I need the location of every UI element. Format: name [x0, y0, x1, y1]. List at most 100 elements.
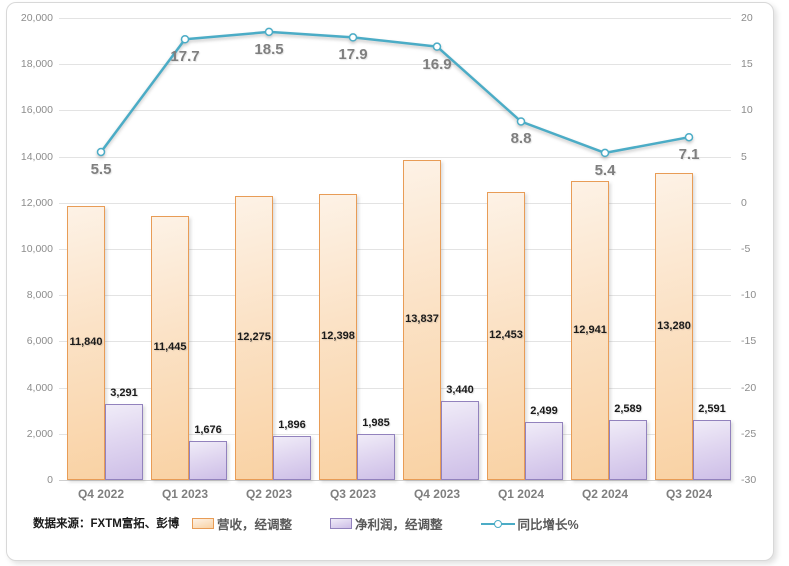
left-axis-tick: 2,000: [26, 427, 53, 440]
gridline: [59, 387, 731, 389]
profit-bar: [357, 434, 395, 480]
legend-label-revenue: 营收，经调整: [217, 518, 293, 532]
gridline: [59, 249, 731, 250]
profit-bar-value-label: 3,291: [110, 387, 138, 399]
revenue-bar: [235, 196, 273, 480]
right-axis-tick: -15: [741, 335, 757, 348]
profit-bar: [609, 420, 647, 480]
gridline: [59, 18, 731, 19]
profit-bar: [189, 441, 227, 480]
right-axis-tick: -10: [741, 289, 757, 302]
left-axis-tick: 0: [47, 474, 53, 486]
left-axis-tick: 20,000: [20, 12, 53, 24]
profit-bar-value-label: 2,499: [530, 405, 558, 417]
profit-bar: [105, 404, 143, 480]
revenue-bar: [403, 160, 441, 480]
revenue-bar-value-label: 13,280: [657, 319, 691, 332]
gridline: [59, 433, 731, 435]
profit-bar: [273, 436, 311, 480]
source-note: 数据来源：FXTM富拓、彭博: [33, 518, 180, 530]
growth-point-marker: [432, 42, 442, 51]
growth-point-marker: [264, 27, 274, 37]
growth-value-label: 7.1: [678, 146, 700, 164]
revenue-bar: [655, 173, 693, 480]
legend-label-growth: 同比增长%: [517, 518, 579, 532]
x-axis-category-label: Q1 2024: [497, 487, 545, 501]
gridline: [59, 480, 731, 481]
legend-item-profit: 净利润，经调整: [330, 514, 443, 533]
legend-item-revenue: 营收，经调整: [192, 514, 292, 533]
growth-value-label: 17.7: [170, 48, 200, 66]
right-axis-tick: 10: [741, 104, 753, 117]
profit-bar-value-label: 1,676: [194, 424, 222, 436]
revenue-bar-value-label: 11,445: [153, 341, 187, 353]
revenue-bar-value-label: 13,837: [405, 313, 439, 325]
left-axis-tick: 14,000: [20, 150, 53, 163]
revenue-bar-value-label: 12,453: [489, 329, 523, 341]
growth-value-label: 5.5: [90, 160, 112, 178]
revenue-bar: [571, 181, 609, 480]
right-axis-tick: -30: [741, 474, 757, 486]
footer-row: 数据来源：FXTM富拓、彭博 营收，经调整 净利润，经调整 同比增长%: [7, 511, 773, 541]
x-axis-category-label: Q2 2023: [245, 487, 293, 501]
left-axis-tick: 12,000: [20, 196, 53, 209]
left-axis-tick: 4,000: [26, 381, 53, 394]
growth-point-marker: [348, 33, 358, 42]
gridline: [59, 295, 731, 297]
growth-value-label: 5.4: [594, 161, 616, 179]
left-axis-tick: 18,000: [20, 58, 53, 71]
revenue-swatch-icon: [192, 518, 214, 529]
legend-item-growth: 同比增长%: [480, 514, 579, 533]
growth-value-label: 17.9: [338, 46, 368, 64]
left-axis-tick: 6,000: [26, 335, 53, 348]
growth-value-label: 8.8: [510, 130, 532, 148]
left-axis-tick: 10,000: [20, 243, 53, 255]
revenue-bar: [319, 194, 357, 480]
profit-swatch-icon: [330, 518, 353, 529]
plot-area: 11,840 11,445 12,275 12,398 13,837 12,453 12,9…: [59, 18, 731, 481]
gridline: [59, 110, 731, 112]
x-axis-category-label: Q4 2023: [413, 487, 461, 501]
x-axis-category-label: Q4 2022: [77, 487, 125, 501]
profit-bar: [693, 420, 731, 480]
growth-point-marker: [600, 148, 610, 158]
profit-bar-value-label: 2,589: [614, 403, 642, 415]
revenue-bar: [67, 206, 105, 480]
right-axis-tick: 20: [741, 12, 753, 24]
growth-point-marker: [516, 117, 526, 126]
profit-bar-value-label: 2,591: [698, 403, 726, 415]
revenue-bar-value-label: 12,941: [573, 323, 607, 336]
growth-point-marker: [96, 147, 106, 157]
right-axis-tick: 0: [741, 196, 747, 209]
revenue-bar-value-label: 12,398: [321, 330, 355, 342]
left-axis-tick: 8,000: [26, 289, 53, 302]
chart-frame: 0 2,000 4,000 6,000 8,000 10,000 12,000 14,000 1…: [6, 2, 774, 561]
profit-bar-value-label: 1,896: [278, 419, 306, 431]
x-axis-category-label: Q3 2023: [329, 487, 377, 501]
legend: 营收，经调整 净利润，经调整 同比增长%: [192, 514, 579, 533]
legend-label-profit: 净利润，经调整: [355, 518, 443, 532]
profit-bar-value-label: 1,985: [362, 417, 390, 429]
right-axis-tick: -20: [741, 381, 757, 394]
right-axis-tick: 5: [741, 150, 747, 163]
x-axis-category-label: Q3 2024: [665, 487, 713, 501]
growth-point-marker: [180, 35, 190, 44]
profit-bar-value-label: 3,440: [446, 384, 474, 396]
gridline: [59, 202, 731, 204]
x-axis-category-label: Q2 2024: [581, 487, 629, 501]
right-axis-tick: 15: [741, 58, 753, 71]
growth-point-marker: [684, 132, 694, 142]
gridline: [59, 341, 731, 343]
x-axis-category-label: Q1 2023: [161, 487, 209, 501]
profit-bar: [525, 422, 563, 480]
profit-bar: [441, 401, 479, 480]
left-axis-tick: 16,000: [20, 104, 53, 117]
right-axis-tick: -25: [741, 427, 757, 440]
gridline: [59, 156, 731, 158]
revenue-bar: [487, 192, 525, 480]
growth-value-label: 16.9: [422, 55, 452, 73]
growth-line-swatch-icon: [480, 518, 515, 529]
revenue-bar-value-label: 12,275: [237, 331, 271, 343]
right-axis-tick: -5: [741, 243, 751, 255]
revenue-bar: [151, 216, 189, 480]
